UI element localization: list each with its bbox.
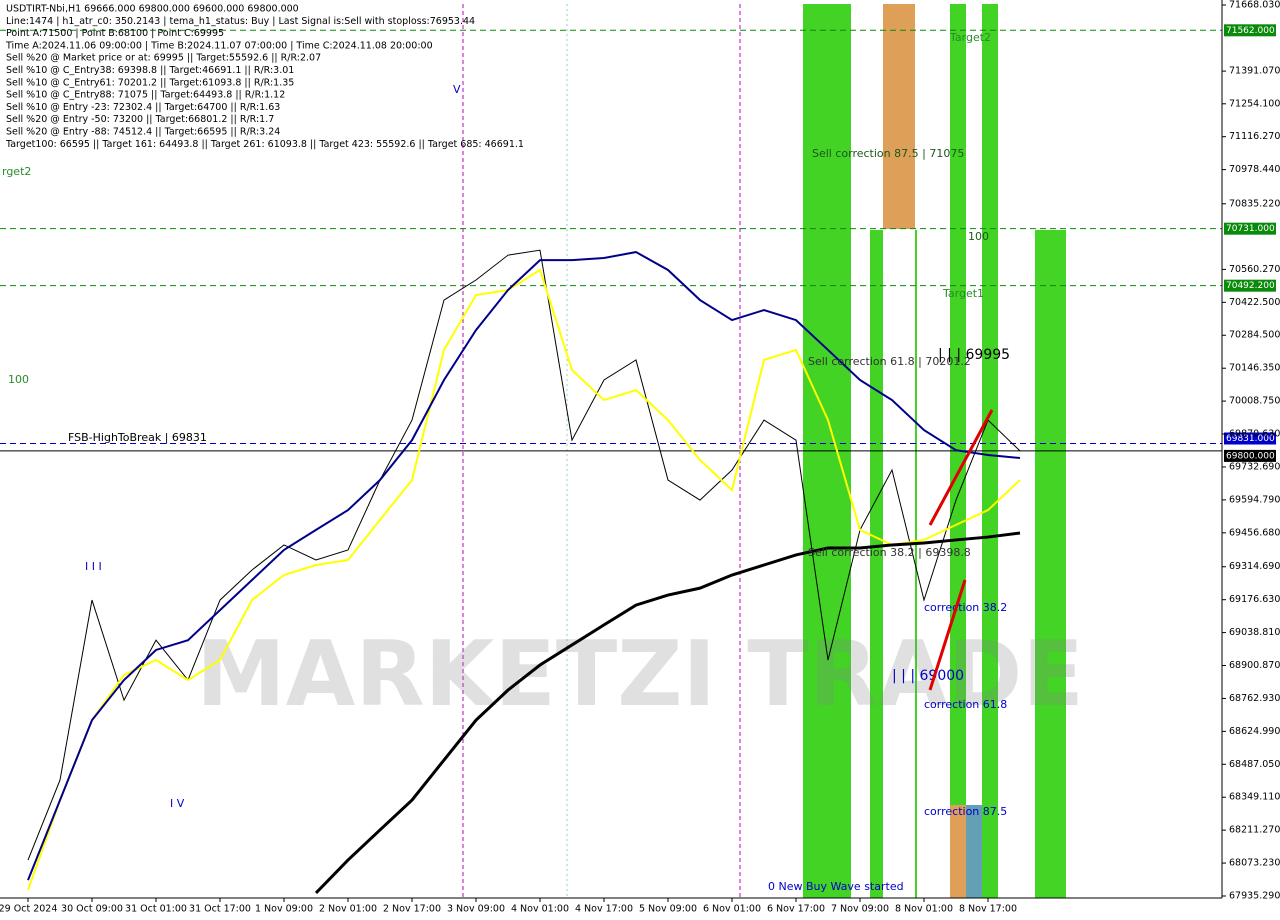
x-tick-label: 8 Nov 01:00 <box>895 904 953 915</box>
y-tick-label: 68900.870 <box>1229 660 1280 671</box>
y-tick-label: 69594.790 <box>1229 494 1280 505</box>
annotation: FSB-HighToBreak | 69831 <box>68 431 207 444</box>
x-tick-label: 5 Nov 09:00 <box>639 904 697 915</box>
annotation: correction 61.8 <box>924 698 1007 711</box>
x-tick-label: 8 Nov 17:00 <box>959 904 1017 915</box>
annotation: Target2 <box>949 31 991 44</box>
y-tick-label: 69870.630 <box>1229 429 1280 440</box>
annotation: rget2 <box>2 165 31 178</box>
info-line: Sell %10 @ C_Entry61: 70201.2 || Target:… <box>6 77 294 88</box>
level-tag <box>1224 279 1276 292</box>
info-line: Sell %20 @ Entry -50: 73200 || Target:66… <box>6 114 274 125</box>
x-tick-label: 4 Nov 17:00 <box>575 904 633 915</box>
y-tick-label: 67935.290 <box>1229 891 1280 902</box>
y-tick-label: 70560.270 <box>1229 264 1280 275</box>
info-line: Point A:71500 | Point B:68100 | Point C:… <box>6 28 224 39</box>
y-tick-label: 69038.810 <box>1229 627 1280 638</box>
zone <box>950 805 966 898</box>
annotation: I I I <box>85 560 102 573</box>
info-line: Sell %10 @ C_Entry38: 69398.8 || Target:… <box>6 65 294 76</box>
info-line: Sell %20 @ Entry -88: 74512.4 || Target:… <box>6 127 280 138</box>
wave-line <box>928 579 967 691</box>
zone <box>966 805 982 898</box>
level-label: 70731.000 <box>1226 224 1275 234</box>
annotation: Target1 <box>942 287 984 300</box>
y-tick-label: 70835.220 <box>1229 198 1280 209</box>
y-tick-label: 69314.690 <box>1229 561 1280 572</box>
y-tick-label: 70146.350 <box>1229 363 1280 374</box>
y-tick-label: 70978.440 <box>1229 164 1280 175</box>
annotation: | | | 69995 <box>938 347 1010 363</box>
x-tick-label: 2 Nov 17:00 <box>383 904 441 915</box>
x-tick-label: 6 Nov 01:00 <box>703 904 761 915</box>
y-tick-label: 68073.230 <box>1229 858 1280 869</box>
series-line <box>27 249 1021 861</box>
level-tag <box>1224 449 1276 462</box>
annotation: correction 87.5 <box>924 805 1007 818</box>
annotation: Sell correction 38.2 | 69398.8 <box>808 546 971 559</box>
level-label: 71562.000 <box>1226 26 1275 36</box>
annotation: 100 <box>968 230 989 243</box>
series-line <box>27 251 1021 881</box>
series-line <box>314 531 1021 895</box>
y-tick-label: 68487.050 <box>1229 759 1280 770</box>
y-tick-label: 68624.990 <box>1229 726 1280 737</box>
plot: 71562.000 70731.000 70492.200 69831.000 6980… <box>0 24 1276 895</box>
level-label: 69831.000 <box>1226 434 1275 444</box>
x-tick-label: 4 Nov 01:00 <box>511 904 569 915</box>
y-tick-label: 68349.110 <box>1229 792 1280 803</box>
level-tag <box>1224 222 1276 235</box>
x-tick-label: 1 Nov 09:00 <box>255 904 313 915</box>
annotation: I V <box>170 797 185 810</box>
annotation: 100 <box>8 373 29 386</box>
y-tick-label: 71391.070 <box>1229 66 1280 77</box>
y-tick-label: 71116.270 <box>1229 131 1280 142</box>
y-tick-label: 71254.100 <box>1229 98 1280 109</box>
info-line: Sell %10 @ C_Entry88: 71075 || Target:64… <box>6 90 285 101</box>
wave-line <box>928 409 994 526</box>
info-line: Sell %10 @ Entry -23: 72302.4 || Target:… <box>6 102 280 113</box>
x-tick-label: 3 Nov 09:00 <box>447 904 505 915</box>
x-tick-label: 29 Oct 2024 <box>0 904 57 915</box>
x-tick-label: 31 Oct 17:00 <box>189 904 251 915</box>
x-tick-label: 6 Nov 17:00 <box>767 904 825 915</box>
info-line: Target100: 66595 || Target 161: 64493.8 … <box>5 139 524 150</box>
x-tick-label: 2 Nov 01:00 <box>319 904 377 915</box>
zone <box>870 230 883 898</box>
y-tick-label: 68762.930 <box>1229 693 1280 704</box>
x-tick-label: 31 Oct 01:00 <box>125 904 187 915</box>
level-label: 69800.000 <box>1226 451 1275 461</box>
zone <box>915 230 917 898</box>
y-tick-label: 71668.030 <box>1229 0 1280 11</box>
info-line: Sell %20 @ Market price or at: 69995 || … <box>6 53 321 64</box>
annotation: Sell correction 87.5 | 71075 <box>812 147 964 160</box>
series-line <box>27 268 1021 891</box>
level-tag <box>1224 432 1276 445</box>
annotation: | | | 69000 <box>892 668 964 684</box>
x-tick-label: 30 Oct 09:00 <box>61 904 123 915</box>
y-tick-label: 69732.690 <box>1229 461 1280 472</box>
annotation: V <box>453 83 461 96</box>
y-tick-label: 69456.680 <box>1229 527 1280 538</box>
y-tick-label: 70008.750 <box>1229 396 1280 407</box>
annotation: Sell correction 61.8 | 70201.2 <box>808 355 971 368</box>
info-line: Line:1474 | h1_atr_c0: 350.2143 | tema_h… <box>6 16 475 27</box>
level-tag <box>1224 24 1276 37</box>
info-block: USDTIRT-Nbi,H1 69666.000 69800.000 69600… <box>5 4 524 150</box>
y-tick-label: 68211.270 <box>1229 825 1280 836</box>
zone <box>883 4 915 229</box>
annotation: correction 38.2 <box>924 601 1007 614</box>
info-line: Time A:2024.11.06 09:00:00 | Time B:2024… <box>5 40 433 51</box>
info-line: USDTIRT-Nbi,H1 69666.000 69800.000 69600… <box>6 4 299 15</box>
annotation: 0 New Buy Wave started <box>768 880 904 893</box>
y-tick-label: 70284.500 <box>1229 330 1280 341</box>
x-tick-label: 7 Nov 09:00 <box>831 904 889 915</box>
zone <box>1035 230 1066 898</box>
y-tick-label: 69176.630 <box>1229 594 1280 605</box>
level-label: 70492.200 <box>1226 281 1275 291</box>
y-tick-label: 70422.500 <box>1229 297 1280 308</box>
